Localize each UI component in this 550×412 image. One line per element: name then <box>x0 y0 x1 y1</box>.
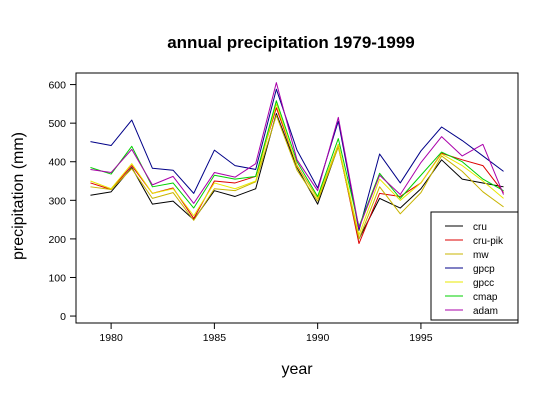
chart-title: annual precipitation 1979-1999 <box>167 33 415 52</box>
legend: cru cru-pik mw gpcp gpcc cmap adam <box>430 211 519 321</box>
y-tick-label: 100 <box>48 272 66 284</box>
y-tick-label: 600 <box>48 80 66 92</box>
plot-frame <box>75 72 519 324</box>
y-tick-label: 300 <box>48 195 66 207</box>
series-line-adam <box>90 82 505 229</box>
y-tick-label: 200 <box>48 234 66 246</box>
y-tick-label: 0 <box>60 311 66 323</box>
legend-label-mw: mw <box>473 250 489 261</box>
y-axis-label: precipitation (mm) <box>10 132 27 260</box>
legend-label-cru: cru <box>473 222 487 233</box>
x-tick-label: 1990 <box>306 332 330 344</box>
legend-label-cmap: cmap <box>473 292 498 303</box>
x-tick-label: 1985 <box>203 332 227 344</box>
y-tick-label: 400 <box>48 157 66 169</box>
legend-label-adam: adam <box>473 306 498 317</box>
series-lines <box>90 82 505 245</box>
series-line-cru <box>90 113 504 240</box>
x-tick-label: 1995 <box>409 332 433 344</box>
x-tick-label: 1980 <box>99 332 123 344</box>
legend-label-cru-pik: cru-pik <box>473 236 504 247</box>
x-axis: 1980 1985 1990 1995 <box>99 323 433 344</box>
legend-box <box>430 211 519 321</box>
legend-label-gpcp: gpcp <box>473 264 495 275</box>
legend-label-gpcc: gpcc <box>473 278 494 289</box>
series-line-cmap <box>90 100 504 228</box>
series-line-gpcc <box>90 103 504 236</box>
series-line-mw <box>90 114 504 240</box>
y-tick-label: 500 <box>48 118 66 130</box>
y-axis: 0 100 200 300 400 500 600 <box>48 80 76 323</box>
series-line-gpcp <box>90 88 504 231</box>
x-axis-label: year <box>281 361 313 378</box>
